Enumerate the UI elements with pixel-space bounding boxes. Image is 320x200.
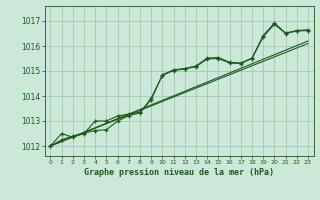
X-axis label: Graphe pression niveau de la mer (hPa): Graphe pression niveau de la mer (hPa) [84,168,274,177]
